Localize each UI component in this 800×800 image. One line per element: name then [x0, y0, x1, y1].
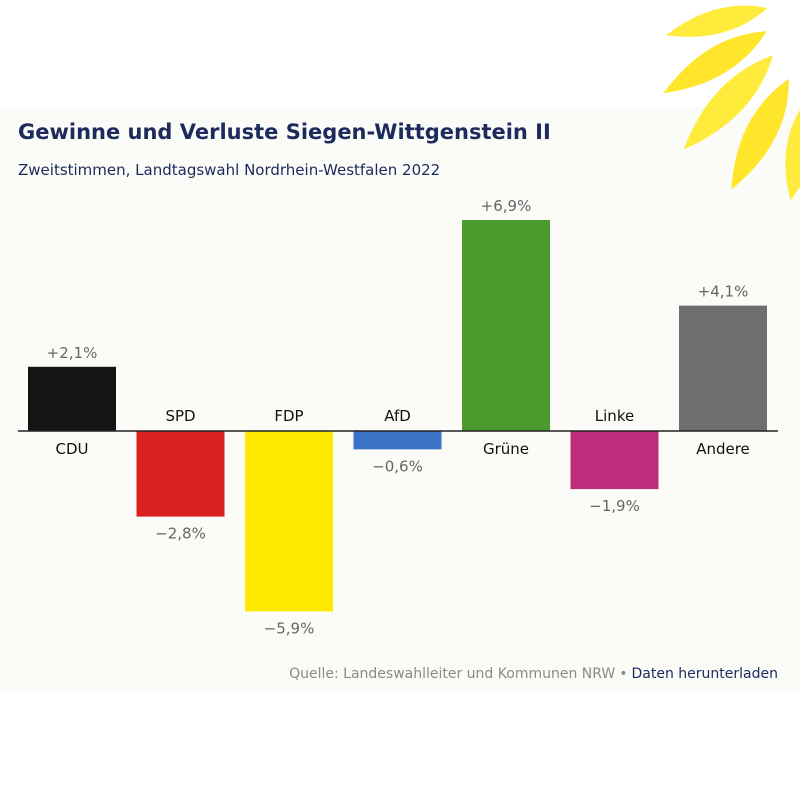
bar — [462, 220, 550, 431]
chart-subtitle: Zweitstimmen, Landtagswahl Nordrhein-Wes… — [18, 161, 441, 179]
category-label: Linke — [595, 407, 634, 425]
data-label: −0,6% — [372, 457, 423, 475]
data-label: +6,9% — [481, 197, 532, 215]
category-label: FDP — [274, 407, 303, 425]
bar — [570, 431, 659, 490]
category-label: Andere — [696, 440, 750, 458]
category-label: Grüne — [483, 440, 529, 458]
category-label: CDU — [55, 440, 88, 458]
bar — [28, 366, 116, 431]
data-label: −1,9% — [589, 497, 640, 515]
download-data-link[interactable]: Daten herunterladen — [631, 666, 778, 682]
chart-title: Gewinne und Verluste Siegen-Wittgenstein… — [18, 120, 551, 144]
footer-separator: • — [619, 666, 628, 682]
category-label: SPD — [165, 407, 195, 425]
bar — [136, 431, 225, 517]
bar — [353, 431, 442, 450]
bar — [679, 305, 767, 431]
bar — [245, 431, 333, 612]
source-text: Quelle: Landeswahlleiter und Kommunen NR… — [289, 666, 616, 682]
data-label: −2,8% — [155, 525, 206, 543]
data-label: +4,1% — [698, 283, 749, 301]
data-label: +2,1% — [47, 344, 98, 362]
footer: Quelle: Landeswahlleiter und Kommunen NR… — [289, 666, 778, 682]
chart-panel — [0, 107, 800, 693]
data-label: −5,9% — [264, 619, 315, 637]
category-label: AfD — [384, 407, 411, 425]
